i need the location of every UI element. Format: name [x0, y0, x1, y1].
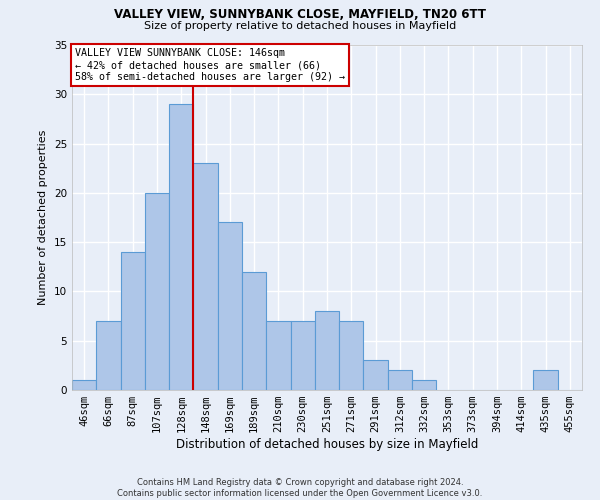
Bar — [121, 252, 145, 390]
Bar — [218, 222, 242, 390]
Text: Contains HM Land Registry data © Crown copyright and database right 2024.
Contai: Contains HM Land Registry data © Crown c… — [118, 478, 482, 498]
Bar — [412, 380, 436, 390]
Bar — [242, 272, 266, 390]
X-axis label: Distribution of detached houses by size in Mayfield: Distribution of detached houses by size … — [176, 438, 478, 451]
Bar — [315, 311, 339, 390]
Bar — [266, 321, 290, 390]
Bar — [145, 193, 169, 390]
Bar — [364, 360, 388, 390]
Bar — [290, 321, 315, 390]
Text: Size of property relative to detached houses in Mayfield: Size of property relative to detached ho… — [144, 21, 456, 31]
Bar — [193, 164, 218, 390]
Text: VALLEY VIEW, SUNNYBANK CLOSE, MAYFIELD, TN20 6TT: VALLEY VIEW, SUNNYBANK CLOSE, MAYFIELD, … — [114, 8, 486, 20]
Bar — [533, 370, 558, 390]
Bar — [72, 380, 96, 390]
Bar — [339, 321, 364, 390]
Bar — [96, 321, 121, 390]
Bar — [388, 370, 412, 390]
Y-axis label: Number of detached properties: Number of detached properties — [38, 130, 49, 305]
Text: VALLEY VIEW SUNNYBANK CLOSE: 146sqm
← 42% of detached houses are smaller (66)
58: VALLEY VIEW SUNNYBANK CLOSE: 146sqm ← 42… — [74, 48, 344, 82]
Bar — [169, 104, 193, 390]
